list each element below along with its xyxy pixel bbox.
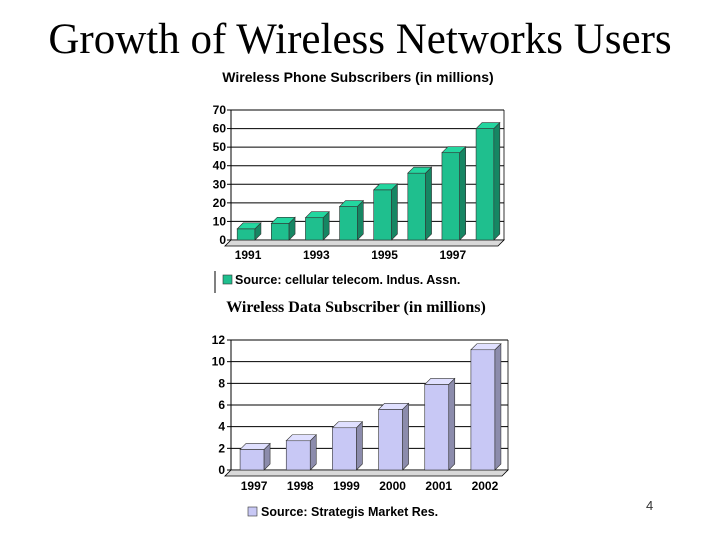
bar: [441, 152, 460, 241]
chart-title: Wireless Phone Subscribers (in millions): [222, 69, 493, 85]
y-tick-label: 10: [212, 355, 226, 369]
bar-side: [448, 377, 456, 471]
slide-title: Growth of Wireless Networks Users: [48, 16, 672, 63]
bar-side: [402, 402, 409, 471]
y-tick-label: 20: [213, 196, 227, 210]
bar-side: [356, 421, 363, 471]
x-tick-label: 1999: [333, 479, 360, 493]
bar: [470, 349, 496, 471]
bar: [285, 440, 311, 471]
bar: [305, 217, 324, 241]
y-tick-label: 60: [213, 122, 227, 136]
x-tick-label: 1991: [235, 248, 262, 262]
x-tick-label: 1998: [287, 479, 314, 493]
y-tick-label: 6: [218, 398, 225, 412]
legend-label: Source: Strategis Market Res.: [261, 505, 438, 519]
bar-top: [304, 211, 330, 219]
slide-number: 4: [646, 498, 654, 513]
legend-label: Source: cellular telecom. Indus. Assn.: [235, 273, 460, 287]
bar: [373, 189, 392, 241]
bar: [332, 427, 357, 471]
x-tick-label: 2001: [425, 479, 452, 493]
bar-top: [331, 421, 364, 429]
y-tick-label: 12: [212, 333, 226, 347]
y-tick-label: 50: [213, 140, 227, 154]
bar-side: [391, 183, 398, 241]
legend-swatch: [222, 274, 233, 285]
y-tick-label: 70: [213, 103, 227, 117]
bar-top: [338, 200, 365, 207]
bar-top: [470, 343, 502, 351]
y-tick-label: 8: [218, 376, 225, 390]
legend-swatch: [247, 506, 258, 517]
y-tick-label: 2: [218, 441, 225, 455]
x-tick-label: 1997: [439, 248, 466, 262]
x-tick-label: 2000: [379, 479, 406, 493]
bar-side: [493, 121, 501, 241]
bar-side: [425, 166, 432, 241]
bar-top: [475, 122, 501, 129]
bar-top: [424, 378, 456, 385]
y-tick-label: 10: [213, 214, 227, 228]
y-tick-label: 0: [218, 463, 225, 477]
y-tick-label: 40: [213, 159, 227, 173]
bar-top: [372, 183, 399, 191]
y-tick-label: 30: [213, 177, 227, 191]
bar: [378, 409, 403, 471]
bar: [239, 449, 265, 471]
bar: [271, 222, 290, 241]
bar-top: [407, 166, 433, 174]
bar-top: [441, 146, 467, 154]
bar-top: [285, 434, 317, 442]
bar-top: [239, 443, 271, 450]
bar: [407, 172, 426, 241]
y-tick-label: 4: [218, 420, 225, 434]
bar-top: [377, 403, 410, 410]
y-tick-label: 0: [219, 233, 226, 247]
chart-title: Wireless Data Subscriber (in millions): [226, 299, 486, 316]
x-tick-label: 1997: [241, 479, 268, 493]
bar-top: [236, 222, 262, 230]
x-tick-label: 2002: [472, 479, 499, 493]
x-tick-label: 1993: [303, 248, 330, 262]
bar: [236, 228, 256, 241]
chart-floor: [224, 239, 505, 247]
bar-side: [357, 199, 364, 241]
bar: [339, 206, 358, 241]
bar: [424, 384, 450, 471]
bar-top: [270, 216, 296, 224]
bar-side: [459, 145, 466, 241]
chart-floor: [224, 469, 509, 477]
bar-side: [494, 343, 502, 471]
x-tick-label: 1995: [371, 248, 398, 262]
bar: [475, 128, 495, 241]
